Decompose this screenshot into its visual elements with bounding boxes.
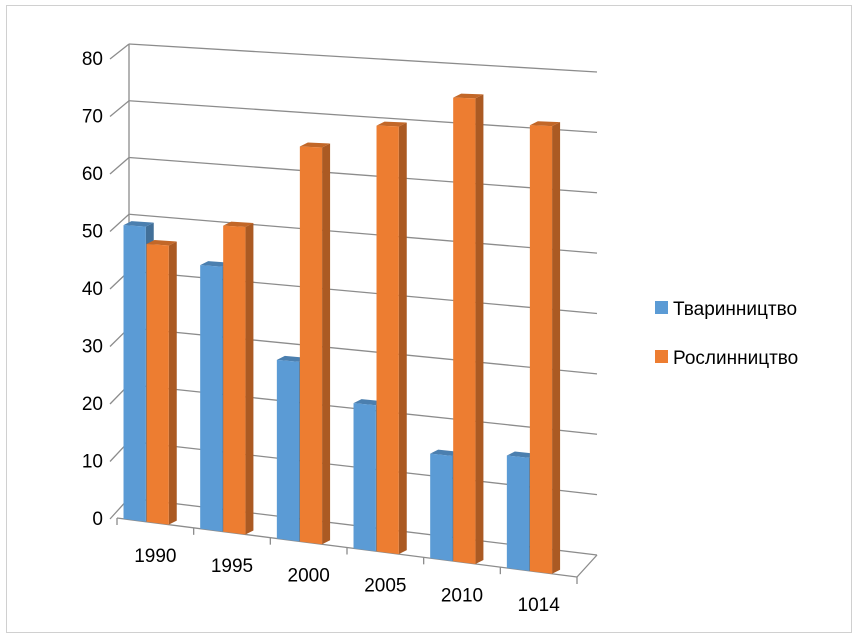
gridline	[128, 43, 598, 73]
depth-tick	[109, 100, 130, 118]
depth-tick	[109, 213, 130, 232]
bar	[223, 221, 254, 535]
bar	[146, 239, 177, 525]
gridline	[128, 327, 598, 375]
legend-label-roslynnytstvo: Рослинництво	[673, 348, 798, 369]
x-tick-label: 2005	[364, 575, 406, 596]
y-tick-label: 80	[82, 49, 103, 70]
y-tick-label: 20	[82, 394, 103, 415]
gridline	[128, 100, 598, 134]
bars	[123, 93, 561, 574]
x-tick-label: 1014	[518, 595, 561, 616]
y-tick-label: 70	[82, 107, 103, 128]
x-tick-label: 1995	[211, 556, 253, 577]
x-tick-label: 2000	[288, 566, 330, 587]
legend-label-tvarynnytstvo: Тваринництво	[673, 299, 797, 320]
y-tick-label: 40	[82, 279, 103, 300]
gridline	[128, 156, 598, 194]
bar	[376, 121, 407, 555]
bar	[529, 121, 561, 574]
bar	[299, 142, 331, 545]
x-tick-label: 1990	[134, 546, 176, 567]
legend-swatch-roslynnytstvo	[655, 350, 668, 363]
y-tick-label: 30	[82, 337, 103, 358]
gridline	[128, 270, 598, 315]
bar	[453, 93, 484, 564]
floor-side-edge	[576, 554, 598, 578]
depth-tick	[109, 157, 130, 175]
depth-tick	[109, 43, 130, 60]
y-tick-label: 10	[82, 452, 103, 473]
x-tick-label: 2010	[441, 585, 483, 606]
y-tick-label: 50	[82, 222, 103, 243]
gridline	[128, 213, 598, 254]
x-tick-labels: 1990 1995 2000 2005 2010 1014	[134, 546, 560, 616]
y-tick-labels: 0 10 20 30 40 50 60 70 80	[82, 49, 103, 530]
y-tick-label: 0	[92, 509, 103, 530]
y-tick-label: 60	[82, 164, 103, 185]
legend-swatch-tvarynnytstvo	[655, 301, 668, 314]
legend: Тваринництво Рослинництво	[655, 299, 798, 369]
